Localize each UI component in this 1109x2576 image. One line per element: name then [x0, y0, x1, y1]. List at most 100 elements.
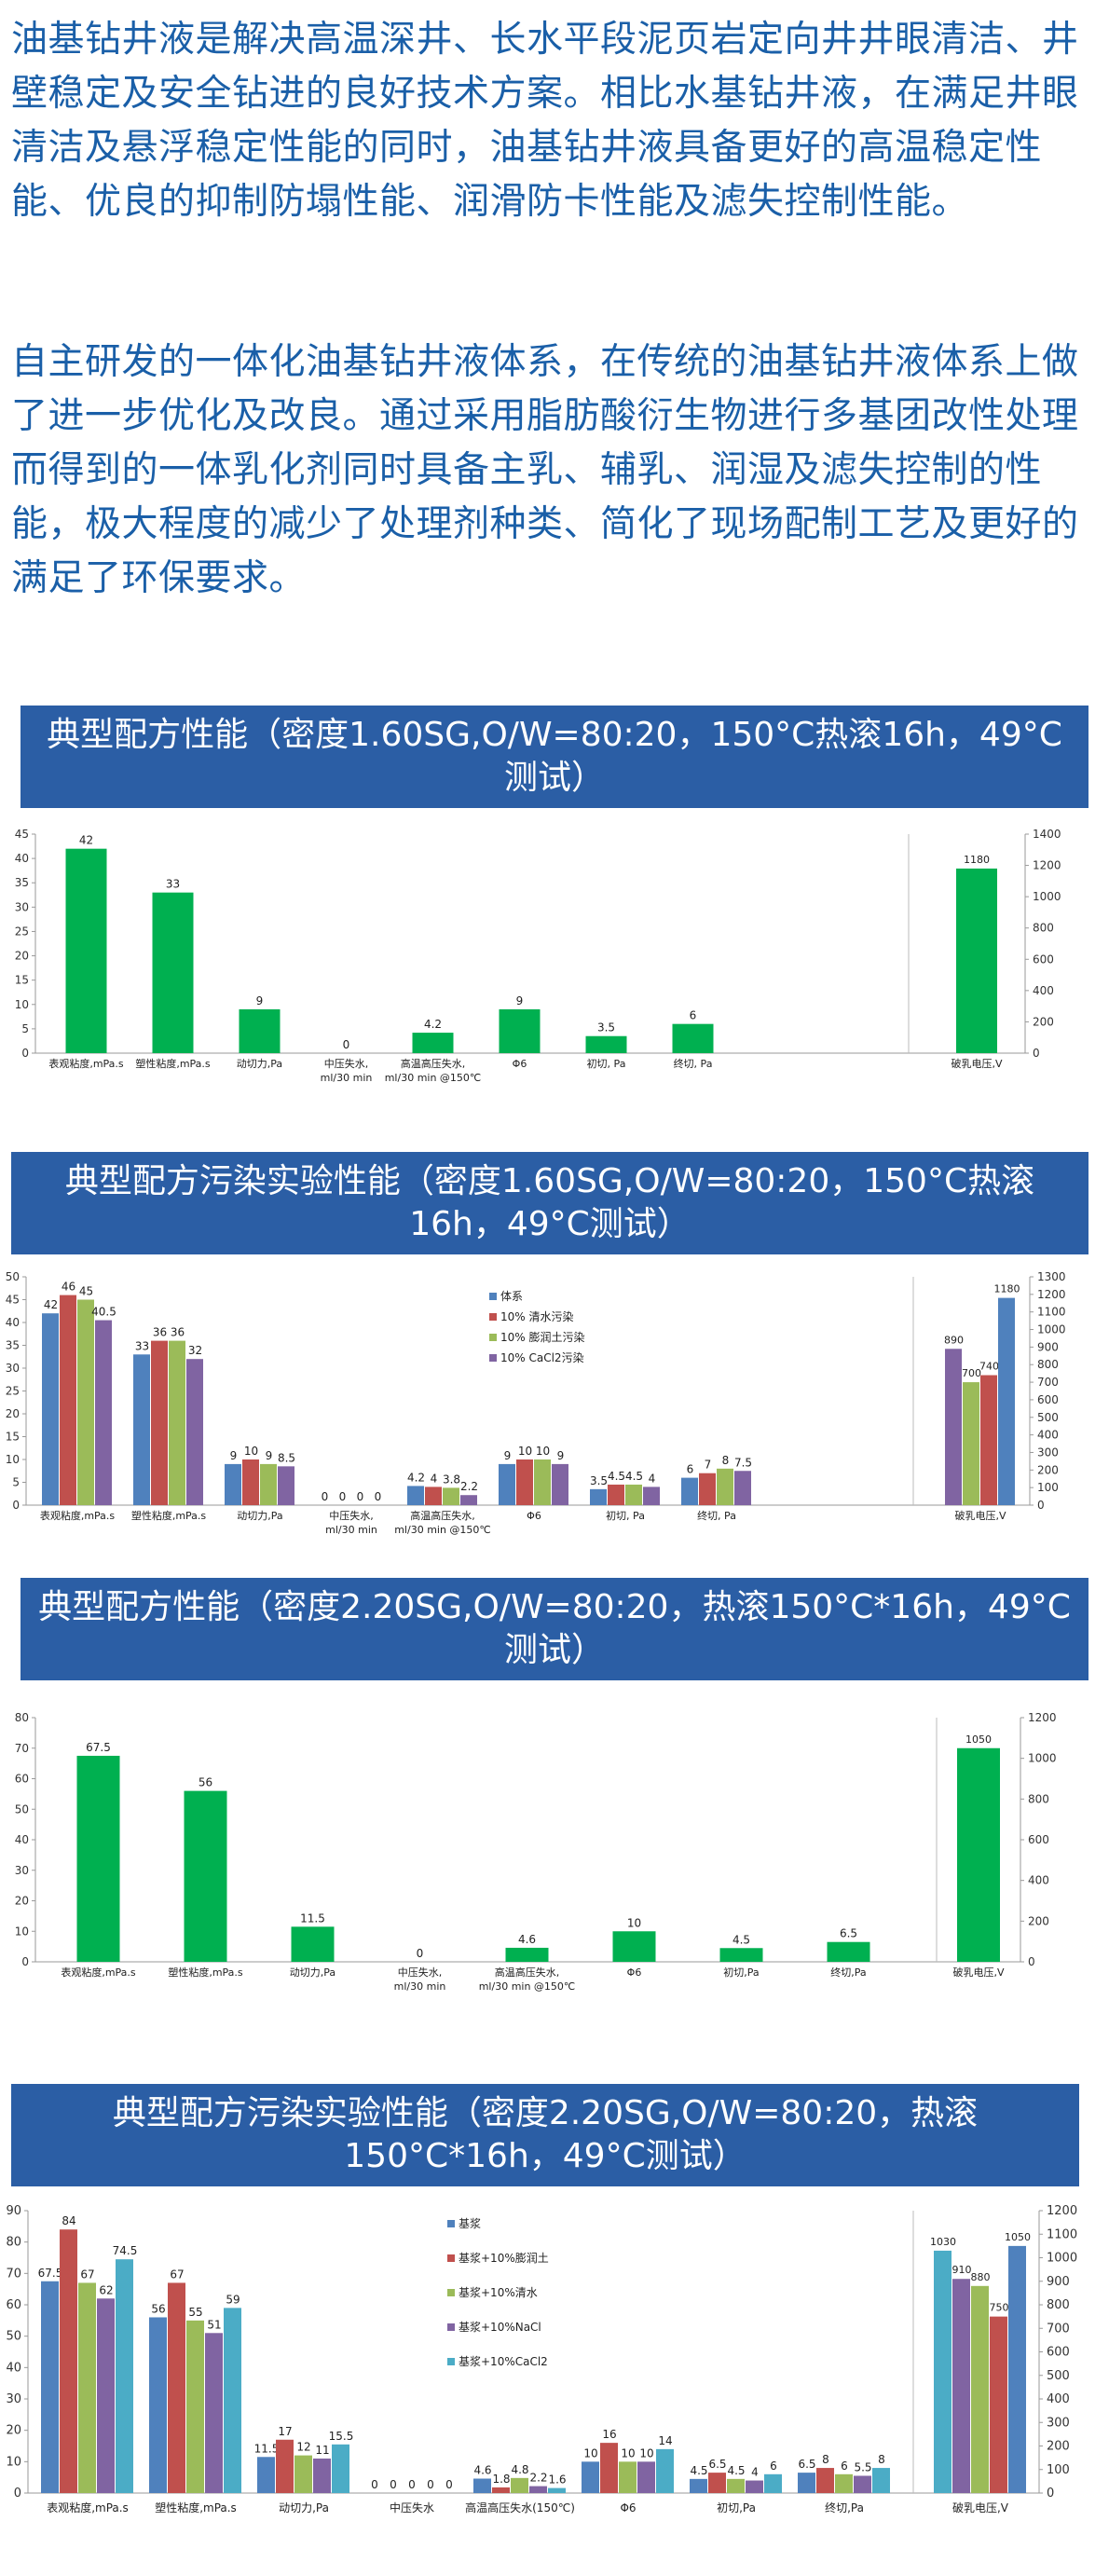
y-tick-label: 15: [15, 974, 29, 987]
y2-tick-label: 1200: [1033, 859, 1061, 872]
bar: [149, 2317, 167, 2493]
y2-tick-label: 800: [1033, 922, 1054, 935]
x-category-label: 动切力,Pa: [237, 1058, 282, 1070]
data-label: 4.5: [608, 1470, 625, 1483]
data-label: 0: [375, 1490, 382, 1503]
bar-secondary: [952, 2279, 970, 2493]
data-label: 17: [278, 2425, 292, 2438]
y-tick-label: 0: [12, 1499, 20, 1512]
data-label: 4.2: [407, 1471, 425, 1484]
x-category-label: 动切力,Pa: [290, 1966, 335, 1979]
data-label-secondary: 1050: [965, 1733, 992, 1746]
legend-entry: 10% 清水污染: [500, 1309, 574, 1323]
legend-entry: 10% CaCl2污染: [500, 1350, 584, 1364]
data-label: 10: [639, 2446, 653, 2460]
y-tick-label: 80: [15, 1711, 29, 1724]
bar-secondary: [963, 1382, 979, 1505]
bar: [225, 1463, 241, 1505]
data-label: 15.5: [329, 2430, 354, 2443]
bar: [511, 2477, 528, 2493]
x-category-label: Φ6: [527, 1510, 541, 1522]
bar: [585, 1035, 627, 1053]
data-label: 8: [878, 2453, 885, 2466]
x-category-label: Φ6: [513, 1058, 527, 1070]
data-label: 56: [199, 1776, 212, 1789]
data-label: 0: [357, 1490, 364, 1503]
y2-tick-label: 1000: [1033, 890, 1061, 903]
y-tick-label: 80: [6, 2236, 21, 2250]
y2-tick-label: 1000: [1047, 2252, 1077, 2266]
data-label: 12: [296, 2441, 310, 2454]
y-tick-label: 20: [15, 950, 29, 963]
legend-entry: 基浆+10%NaCl: [459, 2320, 541, 2334]
bar-secondary: [957, 1747, 1000, 1962]
x-category-label: 表观粘度,mPa.s: [40, 1509, 116, 1522]
data-label: 6.5: [798, 2458, 815, 2471]
y-tick-label: 50: [6, 1270, 20, 1283]
data-label: 0: [408, 2478, 416, 2491]
bar: [473, 2478, 491, 2493]
x-category-label: 动切力,Pa: [279, 2501, 329, 2514]
y2-tick-label: 1200: [1047, 2204, 1077, 2218]
x-category-label: 动切力,Pa: [237, 1510, 282, 1522]
legend-entry: 10% 膨润土污染: [500, 1330, 585, 1344]
bar: [708, 2473, 726, 2493]
x-category-label: 塑性粘度,mPa.s: [135, 1057, 211, 1070]
y-tick-label: 20: [6, 1407, 20, 1420]
data-label: 40.5: [91, 1306, 116, 1319]
x-category-label: 初切,Pa: [717, 2501, 756, 2514]
data-label: 42: [44, 1298, 58, 1311]
bar: [239, 1009, 281, 1053]
x-category-label-secondary: 破乳电压,V: [954, 1509, 1006, 1522]
data-label-secondary: 1180: [994, 1283, 1020, 1295]
bar-secondary: [956, 868, 997, 1053]
data-label-secondary: 910: [952, 2264, 972, 2276]
bar: [690, 2478, 707, 2493]
bar: [278, 1466, 294, 1505]
x-category-label: 表观粘度,mPa.s: [48, 1057, 124, 1070]
bar: [60, 1295, 76, 1505]
intro-paragraph-2: 自主研发的一体化油基钻井液体系，在传统的油基钻井液体系上做了进一步优化及改良。通…: [11, 341, 1079, 599]
bar: [872, 2468, 890, 2493]
y-tick-label: 30: [6, 1362, 20, 1375]
y-tick-label: 35: [6, 1339, 20, 1352]
bar: [460, 1495, 477, 1505]
bar: [224, 2308, 241, 2493]
y2-tick-label: 600: [1047, 2346, 1070, 2360]
x-category-label: 塑性粘度,mPa.s: [131, 1509, 207, 1522]
data-label: 9: [266, 1449, 273, 1462]
bar: [548, 2487, 566, 2493]
x-category-label: 表观粘度,mPa.s: [47, 2501, 129, 2514]
bar: [65, 848, 107, 1053]
y2-tick-label: 300: [1037, 1446, 1059, 1459]
y-tick-label: 30: [6, 2392, 21, 2406]
y2-tick-label: 900: [1047, 2275, 1070, 2289]
y2-tick-label: 200: [1037, 1463, 1059, 1476]
bar: [552, 1463, 568, 1505]
y2-tick-label: 200: [1047, 2440, 1070, 2454]
legend-swatch: [447, 2289, 455, 2296]
bar: [332, 2444, 349, 2493]
data-label: 42: [79, 834, 93, 847]
bar: [257, 2457, 275, 2493]
data-label: 6: [841, 2460, 848, 2473]
y-tick-label: 0: [21, 1047, 29, 1060]
bar: [734, 1471, 751, 1505]
chart-3-typical-220sg: 0102030405060708002004006008001000120067…: [15, 1711, 1057, 1993]
data-label: 0: [339, 1490, 347, 1503]
y-tick-label: 10: [6, 2455, 21, 2469]
y2-tick-label: 1300: [1037, 1270, 1066, 1283]
bar: [798, 2473, 815, 2493]
data-label: 4: [751, 2466, 759, 2479]
data-label: 8.5: [278, 1451, 295, 1464]
y-tick-label: 20: [6, 2424, 21, 2438]
y2-tick-label: 800: [1028, 1792, 1049, 1805]
data-label: 0: [390, 2478, 397, 2491]
y-tick-label: 0: [21, 1955, 29, 1968]
bar: [625, 1484, 642, 1505]
legend-swatch: [447, 2220, 455, 2227]
y-tick-label: 70: [6, 2267, 21, 2281]
y-tick-label: 30: [15, 900, 29, 913]
data-label: 45: [79, 1285, 93, 1298]
bar: [60, 2229, 77, 2493]
